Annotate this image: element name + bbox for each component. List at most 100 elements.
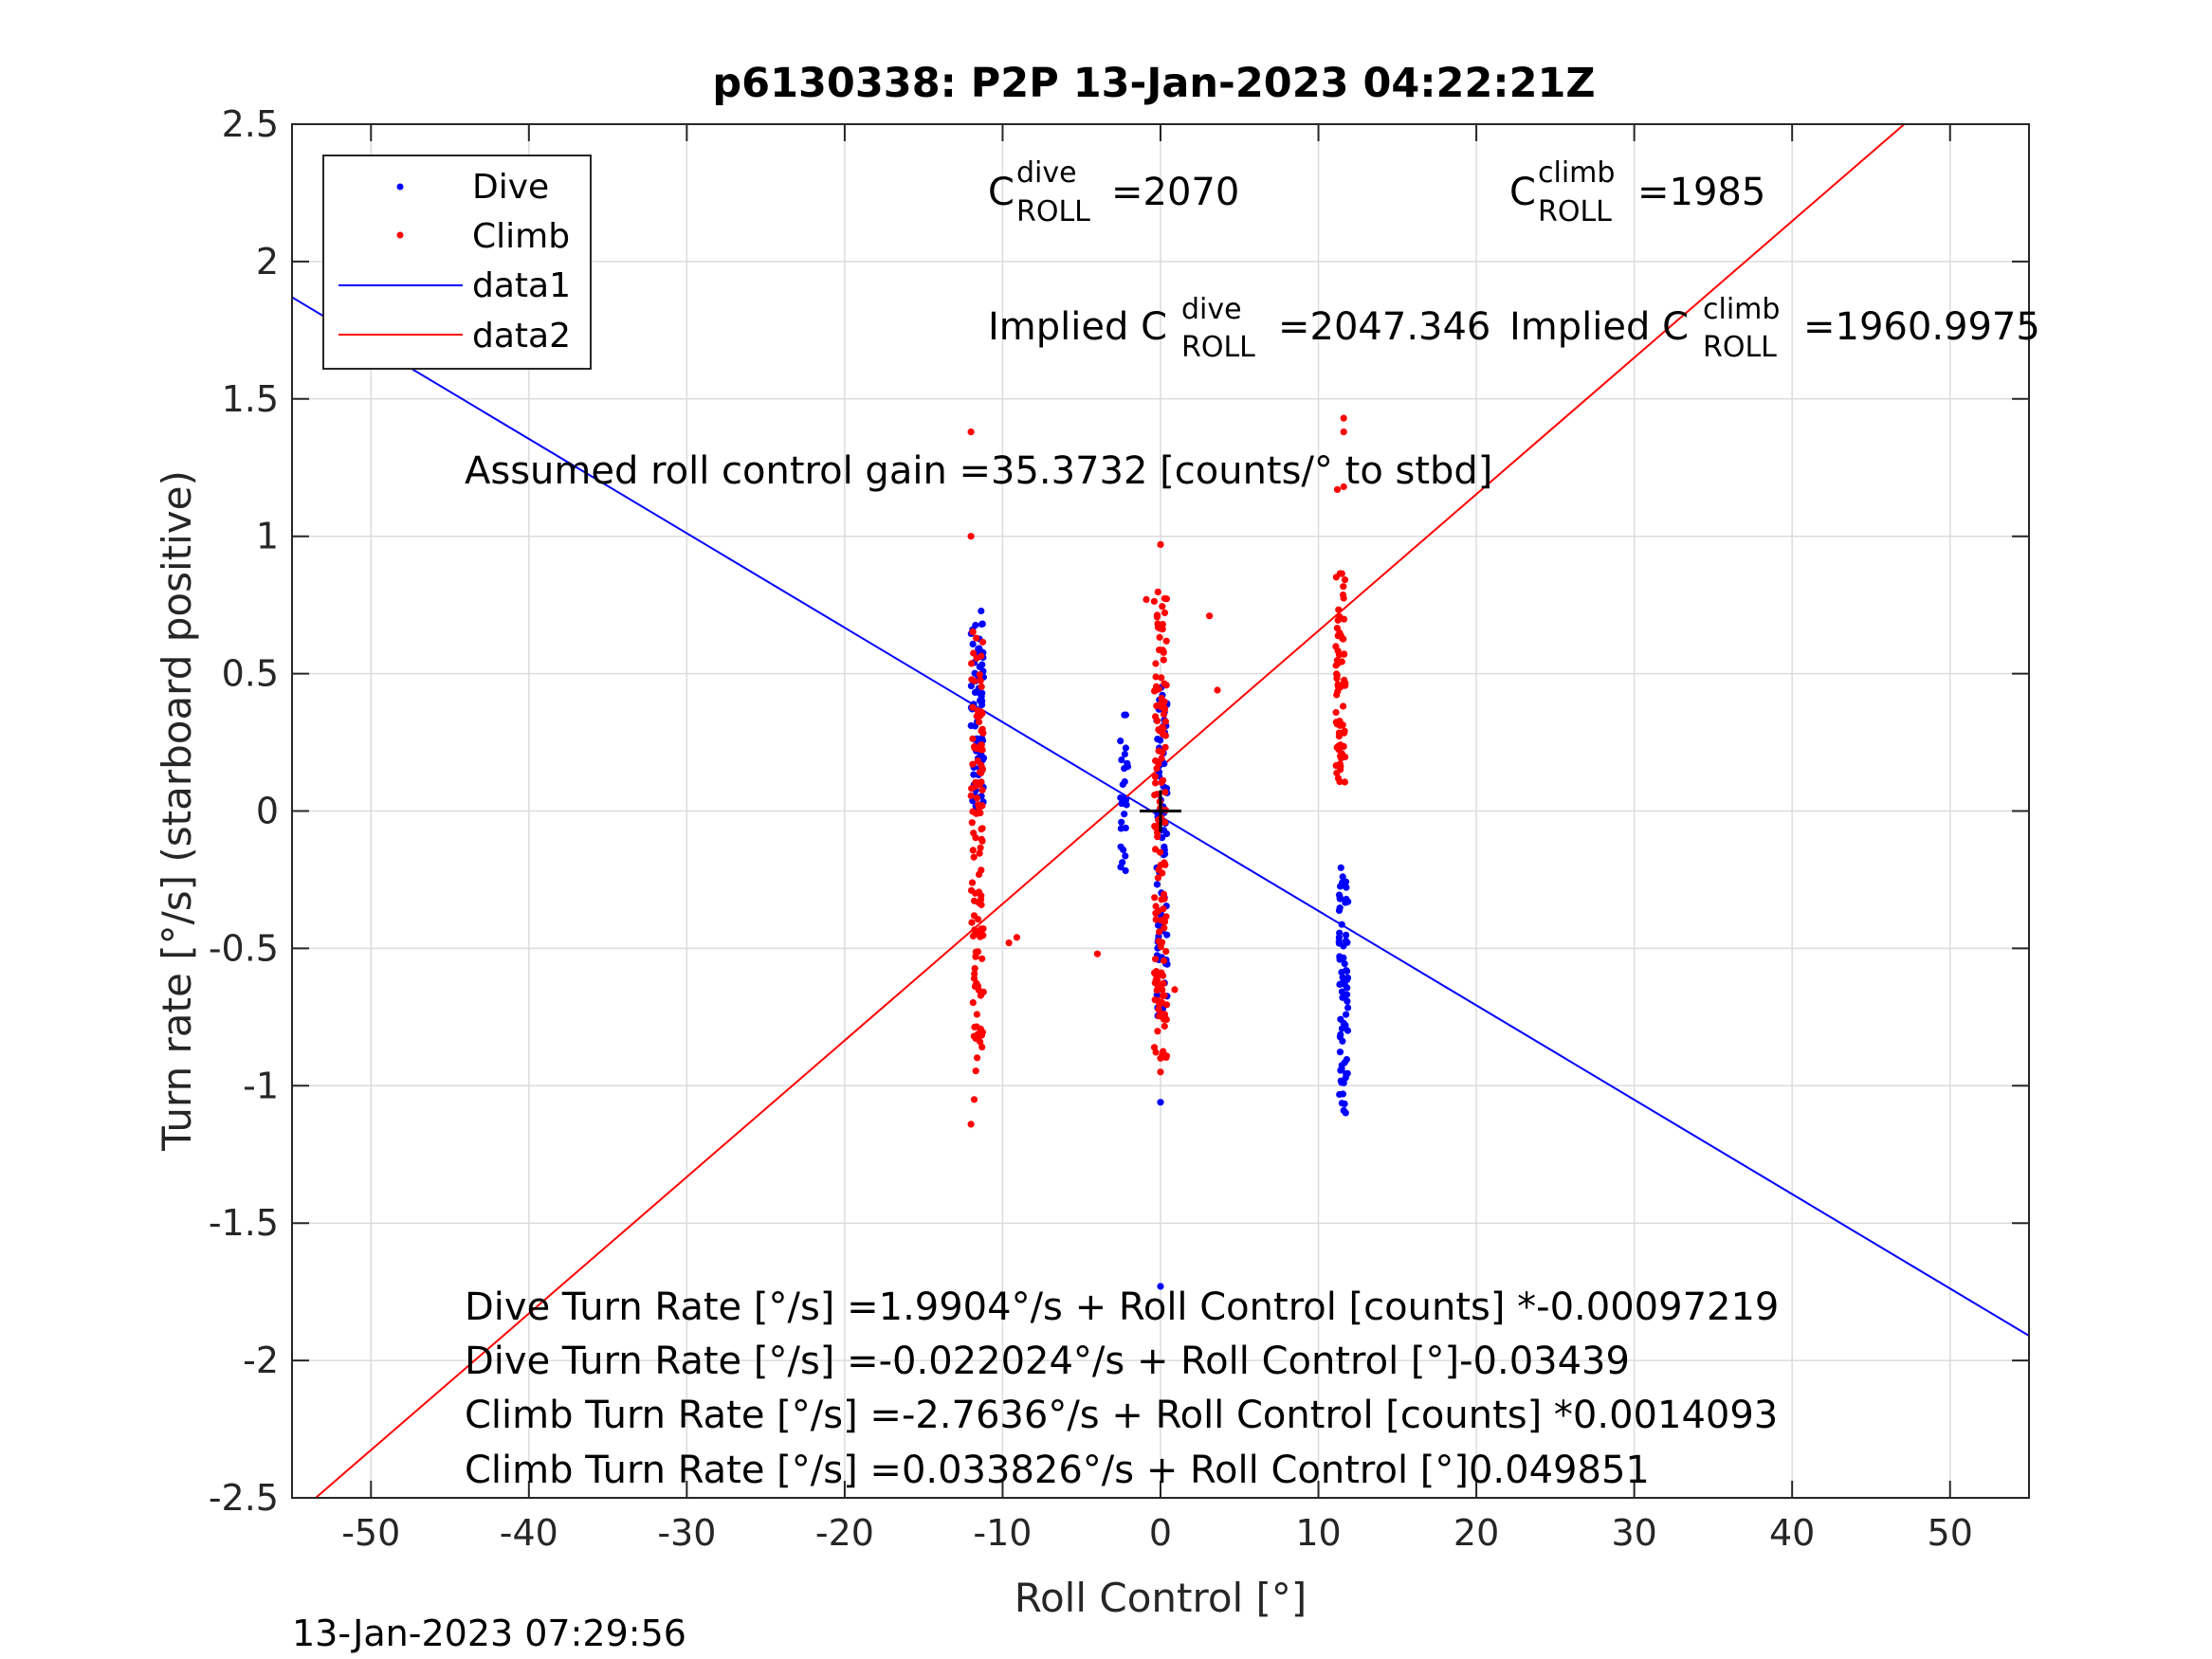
- point-dive: [1341, 960, 1348, 968]
- point-climb: [1340, 615, 1348, 623]
- point-dive: [1122, 852, 1129, 860]
- point-climb: [1156, 928, 1163, 936]
- point-dive: [1337, 1015, 1344, 1023]
- implied-climb-subscript: ROLL: [1703, 331, 1777, 364]
- x-tick-label: 50: [1928, 1512, 1973, 1554]
- point-dive: [1122, 866, 1129, 875]
- point-climb: [1333, 625, 1341, 632]
- c-dive-symbol: C: [988, 171, 1015, 214]
- point-dive: [1117, 738, 1124, 745]
- implied-dive-subscript: ROLL: [1181, 331, 1255, 364]
- point-climb: [1005, 939, 1013, 947]
- point-dive: [976, 645, 983, 652]
- point-climb: [1161, 743, 1169, 751]
- point-climb: [1335, 606, 1343, 613]
- point-climb: [978, 896, 985, 903]
- point-climb: [971, 897, 978, 904]
- legend-dive-marker: [396, 183, 404, 191]
- point-dive: [972, 621, 979, 629]
- x-tick-label: -20: [815, 1512, 874, 1554]
- point-dive: [1122, 824, 1129, 832]
- point-climb: [1152, 909, 1160, 917]
- point-dive: [1121, 750, 1128, 758]
- point-climb: [978, 825, 986, 832]
- data-points: [967, 414, 1352, 1290]
- x-tick-label: -40: [500, 1512, 558, 1554]
- point-climb: [1157, 848, 1164, 856]
- y-tick-labels: -2.5 -2 -1.5 -1 -0.5 0 0.5 1 1.5 2 2.5: [209, 103, 279, 1519]
- y-tick-label: 0: [256, 791, 279, 832]
- point-climb: [978, 683, 985, 691]
- point-climb: [967, 428, 975, 436]
- point-climb: [971, 965, 978, 973]
- point-climb: [1157, 1068, 1164, 1076]
- point-climb: [1340, 483, 1347, 491]
- point-climb: [1162, 948, 1170, 956]
- point-climb: [1161, 710, 1168, 719]
- point-climb: [972, 834, 979, 842]
- implied-dive-symbol: Implied C: [988, 305, 1167, 349]
- point-climb: [1332, 719, 1340, 726]
- point-dive: [1337, 864, 1344, 871]
- point-climb: [1340, 702, 1347, 710]
- point-dive: [1122, 744, 1129, 752]
- point-climb: [1159, 647, 1166, 654]
- point-climb: [1334, 616, 1342, 624]
- implied-climb-superscript: climb: [1703, 293, 1780, 326]
- point-climb: [971, 744, 978, 752]
- point-climb: [1151, 894, 1159, 902]
- point-dive: [1342, 937, 1350, 945]
- point-climb: [978, 1029, 986, 1036]
- point-climb: [972, 980, 979, 989]
- point-climb: [1161, 680, 1168, 687]
- point-dive: [1337, 1066, 1344, 1074]
- point-dive: [1117, 843, 1124, 850]
- y-tick-label: 2: [256, 241, 279, 283]
- point-dive: [1336, 904, 1344, 912]
- point-climb: [976, 781, 983, 789]
- point-dive: [1337, 883, 1344, 890]
- point-climb: [1337, 752, 1344, 760]
- x-tick-label: 0: [1149, 1512, 1172, 1554]
- c-dive-annotation: C dive ROLL =2070: [988, 156, 1239, 228]
- point-dive: [1344, 967, 1351, 975]
- point-climb: [1154, 620, 1161, 628]
- point-climb: [1158, 755, 1165, 762]
- point-climb: [1161, 1022, 1168, 1030]
- point-climb: [968, 660, 976, 667]
- point-climb: [970, 1096, 978, 1103]
- point-climb: [978, 741, 985, 749]
- point-climb: [1152, 757, 1160, 765]
- point-climb: [973, 794, 980, 802]
- point-climb: [1340, 414, 1347, 422]
- point-dive: [1119, 780, 1126, 789]
- point-climb: [1156, 1001, 1163, 1009]
- point-climb: [976, 849, 983, 857]
- point-climb: [1340, 583, 1347, 591]
- point-climb: [978, 1043, 986, 1051]
- point-climb: [1153, 765, 1161, 773]
- point-climb: [1161, 924, 1168, 932]
- point-dive: [1154, 736, 1161, 743]
- point-climb: [1093, 950, 1101, 957]
- point-climb: [1341, 729, 1348, 737]
- point-dive: [1338, 921, 1345, 928]
- point-climb: [977, 844, 984, 851]
- point-climb: [1153, 613, 1161, 621]
- point-climb: [970, 975, 978, 982]
- implied-dive-superscript: dive: [1181, 293, 1242, 326]
- dive-equation-degrees: Dive Turn Rate [°/s] =-0.022024°/s + Rol…: [465, 1340, 1630, 1383]
- implied-climb-value: =1960.9975: [1803, 305, 2040, 349]
- point-climb: [1153, 702, 1161, 710]
- point-dive: [1121, 811, 1128, 818]
- climb-equation-counts: Climb Turn Rate [°/s] =-2.7636°/s + Roll…: [465, 1394, 1778, 1437]
- legend-data2-label: data2: [472, 317, 571, 356]
- point-dive: [1344, 984, 1351, 992]
- point-climb: [1339, 681, 1346, 688]
- legend-climb-marker: [396, 231, 404, 239]
- legend-box: [322, 155, 592, 370]
- y-tick-label: 1: [256, 516, 279, 557]
- point-dive: [1339, 994, 1346, 1001]
- point-climb: [1161, 731, 1168, 738]
- c-dive-superscript: dive: [1016, 156, 1077, 190]
